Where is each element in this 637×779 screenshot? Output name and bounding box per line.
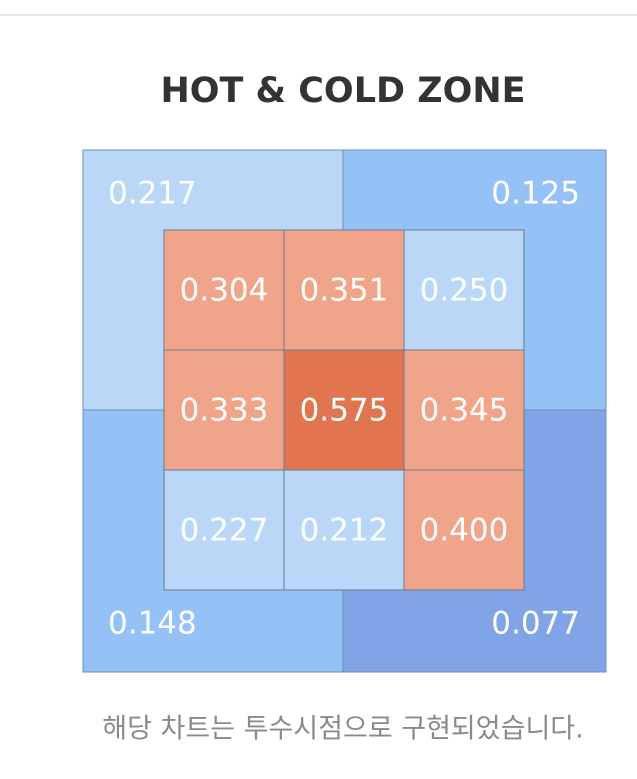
inner-value-label: 0.212 [300,513,389,549]
inner-zone [283,349,405,471]
inner-value-label: 0.250 [420,273,509,309]
inner-zone [163,349,285,471]
inner-value-label: 0.575 [300,393,389,429]
outer-value-label: 0.148 [108,606,197,642]
inner-zone [283,229,405,351]
chart-title: HOT & COLD ZONE [160,71,525,111]
inner-value-label: 0.400 [420,513,509,549]
outer-value-label: 0.077 [491,606,580,642]
inner-value-label: 0.345 [420,393,509,429]
inner-zone [283,469,405,591]
inner-value-label: 0.351 [300,273,389,309]
inner-value-label: 0.227 [180,513,269,549]
outer-value-label: 0.125 [491,176,580,212]
outer-value-label: 0.217 [108,176,197,212]
footnote: 해당 차트는 투수시점으로 구현되었습니다. [102,714,583,745]
inner-zone [403,469,525,591]
inner-value-label: 0.304 [180,273,269,309]
inner-zone [403,349,525,471]
inner-value-label: 0.333 [180,393,269,429]
inner-zone [403,229,525,351]
inner-zone [163,469,285,591]
